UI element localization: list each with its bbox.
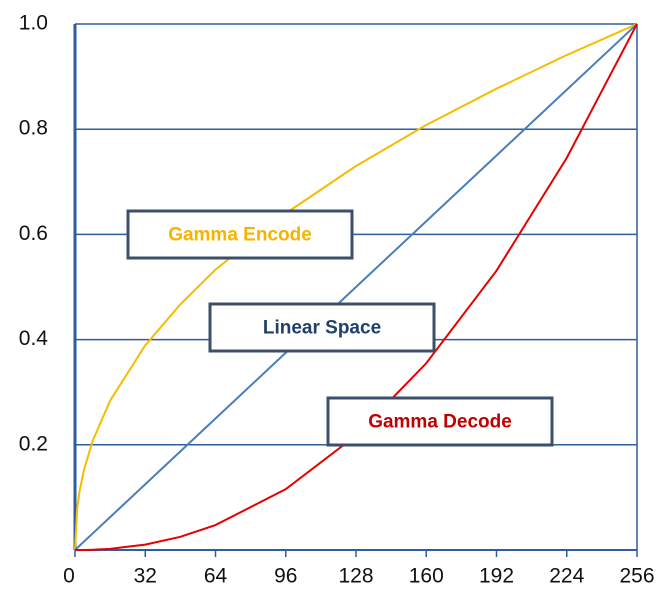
series-label-box — [208, 302, 436, 353]
y-tick-label: 0.2 — [19, 432, 48, 455]
series-label: Linear Space — [263, 318, 381, 339]
x-tick-label: 64 — [204, 565, 228, 588]
x-tick-label: 256 — [619, 565, 654, 588]
x-tick-label: 192 — [479, 565, 514, 588]
x-tick-label: 160 — [409, 565, 444, 588]
y-tick-label: 0.8 — [19, 117, 48, 140]
x-tick-label: 224 — [549, 565, 584, 588]
x-tick-label: 0 — [63, 565, 75, 588]
x-tick-label: 32 — [134, 565, 157, 588]
series-label-box — [326, 396, 554, 447]
y-tick-label: 1.0 — [19, 12, 48, 35]
series-line — [74, 23, 638, 551]
series-label-box — [126, 209, 354, 260]
series-label: Gamma Decode — [368, 412, 512, 433]
y-tick-label: 0.4 — [19, 327, 49, 350]
series-line — [74, 23, 638, 551]
series-line — [75, 23, 638, 551]
series-label: Gamma Encode — [168, 225, 312, 246]
y-tick-label: 0.6 — [19, 222, 48, 245]
x-tick-label: 96 — [274, 565, 297, 588]
x-tick-label: 128 — [338, 565, 373, 588]
